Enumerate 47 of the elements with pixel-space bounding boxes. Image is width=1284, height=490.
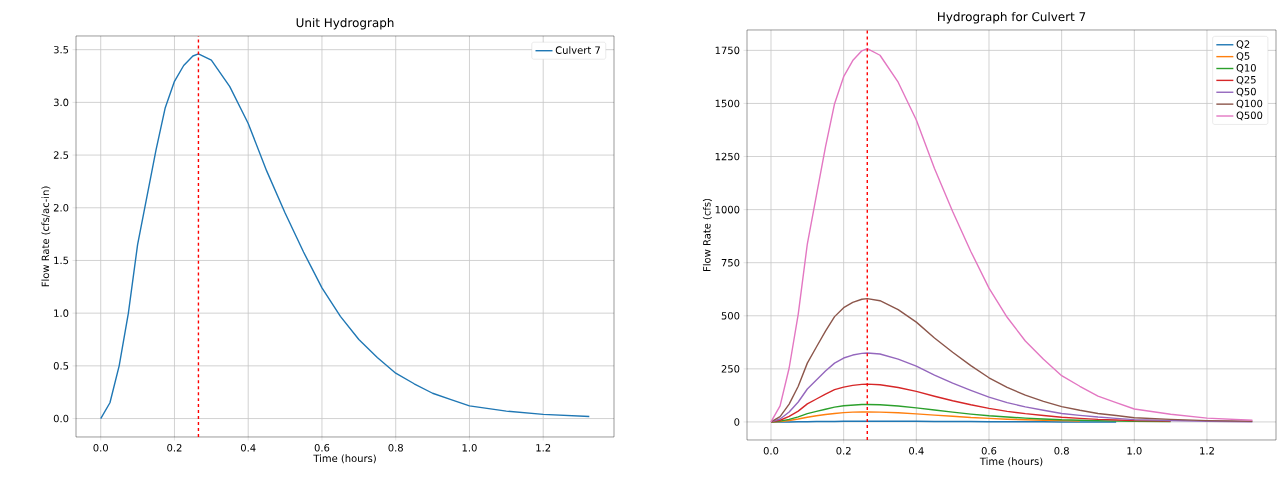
legend-label: Q25: [1236, 75, 1256, 85]
legend-label: Culvert 7: [555, 46, 600, 54]
legend-label: Q50: [1236, 87, 1256, 97]
y-axis-title: Flow Rate (cfs): [702, 198, 712, 271]
line-series: [770, 411, 1081, 423]
x-tick-label: 0.2: [167, 443, 182, 452]
x-tick-label: 0.8: [388, 443, 403, 452]
y-tick-label: 1000: [715, 205, 740, 214]
y-tick-label: 1.5: [54, 256, 69, 265]
y-tick-label: 250: [721, 365, 740, 373]
x-tick-label: 0.6: [314, 443, 330, 452]
x-tick-label: 0.2: [836, 446, 851, 455]
y-tick-label: 3.0: [53, 98, 69, 107]
legend-label: Q100: [1236, 99, 1263, 109]
x-tick-label: 0.4: [240, 443, 256, 452]
x-tick-label: 0.6: [981, 446, 997, 455]
y-tick-label: 0.0: [53, 414, 69, 423]
x-tick-label: 1.2: [1200, 446, 1214, 455]
line-series: [770, 297, 1254, 423]
legend-label: Q500: [1236, 111, 1263, 121]
legend-label: Q2: [1236, 40, 1250, 49]
y-axis-title: Flow Rate (cfs/ac-in): [41, 186, 51, 287]
x-tick-label: 1.0: [1127, 446, 1142, 455]
y-tick-label: 0.5: [53, 362, 69, 370]
x-tick-label: 1.0: [462, 443, 477, 452]
y-tick-label: 1.0: [54, 309, 69, 317]
x-tick-label: 1.2: [536, 443, 551, 452]
y-tick-label: 1500: [715, 99, 740, 108]
y-tick-label: 1250: [715, 152, 740, 161]
y-tick-label: 500: [721, 312, 740, 320]
y-tick-label: 3.5: [53, 45, 69, 54]
chart-title: Unit Hydrograph: [296, 17, 394, 30]
y-tick-label: 0: [734, 418, 740, 426]
x-axis-title: Time (hours): [979, 457, 1043, 467]
line-series: [770, 383, 1172, 423]
legend-label: Q5: [1236, 52, 1250, 61]
y-tick-label: 2.5: [53, 151, 69, 159]
x-axis-title: Time (hours): [313, 454, 376, 464]
y-tick-label: 1750: [715, 46, 740, 55]
chart-title: Hydrograph for Culvert 7: [938, 11, 1086, 24]
y-tick-label: 750: [721, 258, 740, 267]
x-tick-label: 0.4: [909, 446, 924, 455]
y-tick-label: 2.0: [53, 203, 69, 212]
x-tick-label: 0.8: [1054, 446, 1069, 455]
legend-label: Q10: [1236, 64, 1256, 73]
x-tick-label: 0.0: [763, 446, 779, 455]
x-tick-label: 0.0: [93, 443, 108, 452]
